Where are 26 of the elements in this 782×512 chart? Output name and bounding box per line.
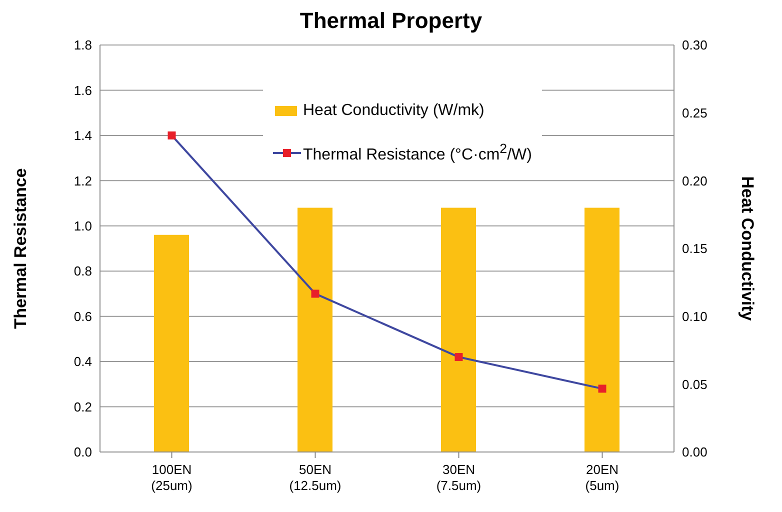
y2-tick-label: 0.25 [682, 105, 708, 120]
y-axis-title: Thermal Resistance [11, 168, 30, 329]
x-tick-label: 100EN (25um) [151, 462, 192, 493]
y-tick-label: 1.4 [74, 128, 92, 144]
y-tick-label: 1.8 [74, 38, 92, 53]
y2-tick-label: 0.10 [682, 308, 708, 324]
y-tick-label: 0.0 [74, 444, 92, 460]
y-tick-label: 0.6 [74, 308, 92, 324]
y-tick-label: 1.2 [74, 173, 92, 188]
x-tick-label: 50EN (12.5um) [289, 462, 342, 493]
y-tick-label: 1.0 [74, 218, 92, 234]
chart-title: Thermal Property [298, 8, 484, 34]
y-tick-label: 0.4 [74, 354, 92, 370]
y-tick-label: 1.6 [74, 82, 92, 98]
y2-tick-label: 0.15 [682, 241, 708, 256]
legend-label: Thermal Resistance (°C·cm$^{2}$/W) [303, 141, 532, 165]
x-tick-label: 20EN (5um) [585, 462, 620, 493]
y2-tick-label: 0.00 [682, 444, 708, 460]
y2-axis-title: Heat Conductivity [738, 176, 757, 322]
y2-tick-label: 0.20 [682, 173, 708, 188]
y-tick-label: 0.2 [74, 399, 92, 414]
y-tick-label: 0.8 [74, 264, 92, 279]
legend-label: Heat Conductivity (W/mk) [303, 102, 484, 120]
y2-tick-label: 0.30 [682, 38, 708, 53]
y2-tick-label: 0.05 [682, 376, 708, 392]
x-tick-label: 30EN (7.5um) [436, 462, 482, 493]
